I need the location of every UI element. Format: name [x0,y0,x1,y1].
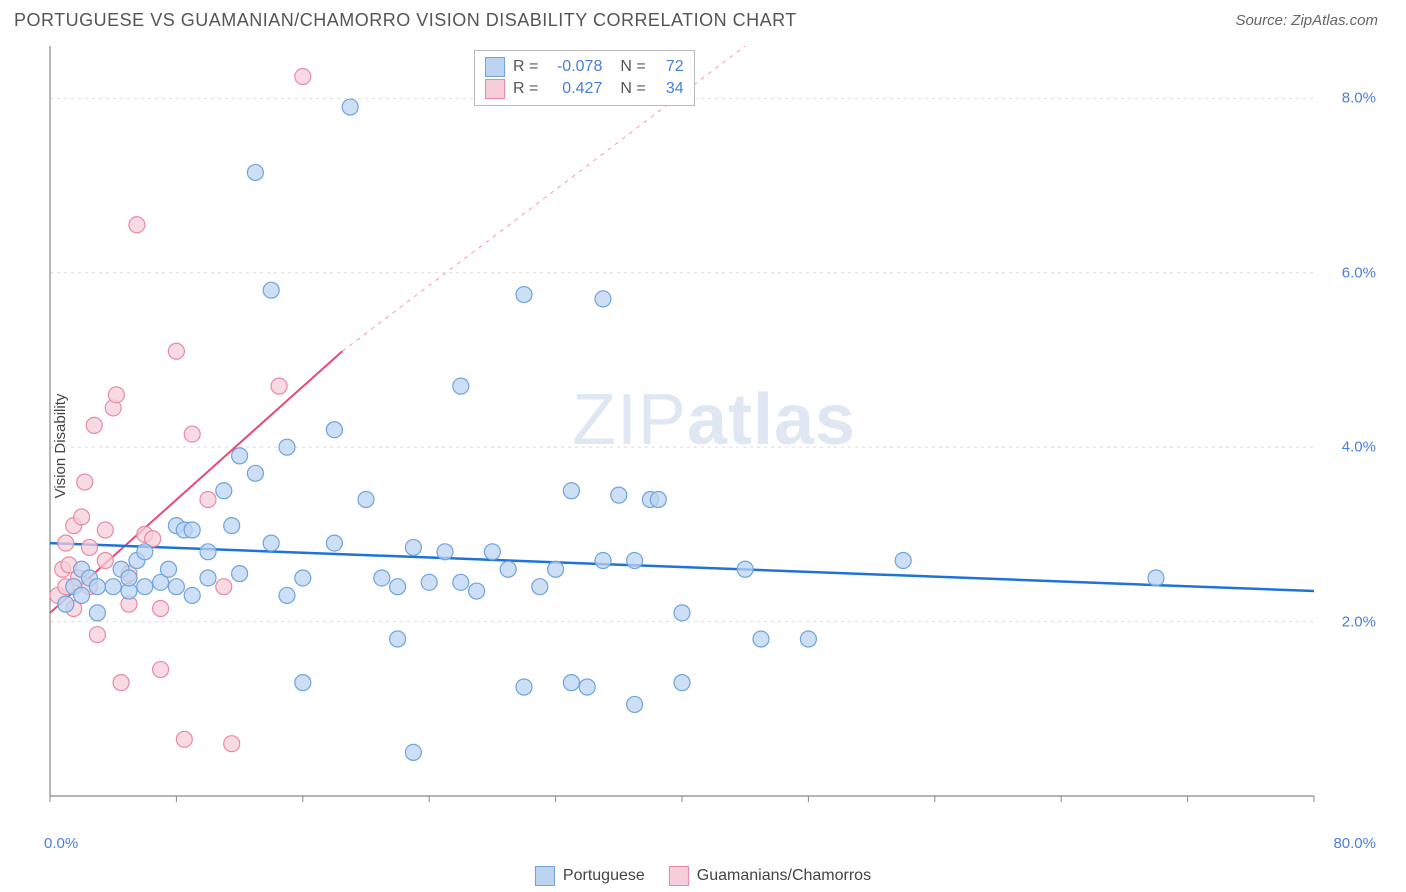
r-value-portuguese: -0.078 [546,56,602,78]
y-tick-label: 2.0% [1342,613,1376,630]
stats-legend: R = -0.078 N = 72 R = 0.427 N = 34 [474,50,695,106]
source-text: Source: ZipAtlas.com [1235,12,1378,29]
x-tick-min: 0.0% [44,835,78,852]
y-tick-label: 4.0% [1342,439,1376,456]
n-label: N = [620,56,645,78]
r-value-guamanian: 0.427 [546,78,602,100]
n-value-portuguese: 72 [654,56,684,78]
swatch-guamanian [485,79,505,99]
legend-label-portuguese: Portuguese [563,867,645,885]
stats-row-guamanian: R = 0.427 N = 34 [485,78,684,100]
plot-area: ZIPatlas R = -0.078 N = 72 R = 0.427 N =… [44,46,1384,826]
y-tick-label: 8.0% [1342,90,1376,107]
chart-title: PORTUGUESE VS GUAMANIAN/CHAMORRO VISION … [14,10,797,31]
swatch-guamanian [669,866,689,886]
bottom-legend: Portuguese Guamanians/Chamorros [535,866,871,886]
scatter-svg [44,46,1384,826]
n-value-guamanian: 34 [654,78,684,100]
legend-item-portuguese: Portuguese [535,866,645,886]
swatch-portuguese [485,57,505,77]
r-label: R = [513,56,538,78]
swatch-portuguese [535,866,555,886]
y-tick-label: 6.0% [1342,264,1376,281]
n-label: N = [620,78,645,100]
x-tick-max: 80.0% [1333,835,1376,852]
legend-item-guamanian: Guamanians/Chamorros [669,866,871,886]
legend-label-guamanian: Guamanians/Chamorros [697,867,871,885]
r-label: R = [513,78,538,100]
stats-row-portuguese: R = -0.078 N = 72 [485,56,684,78]
